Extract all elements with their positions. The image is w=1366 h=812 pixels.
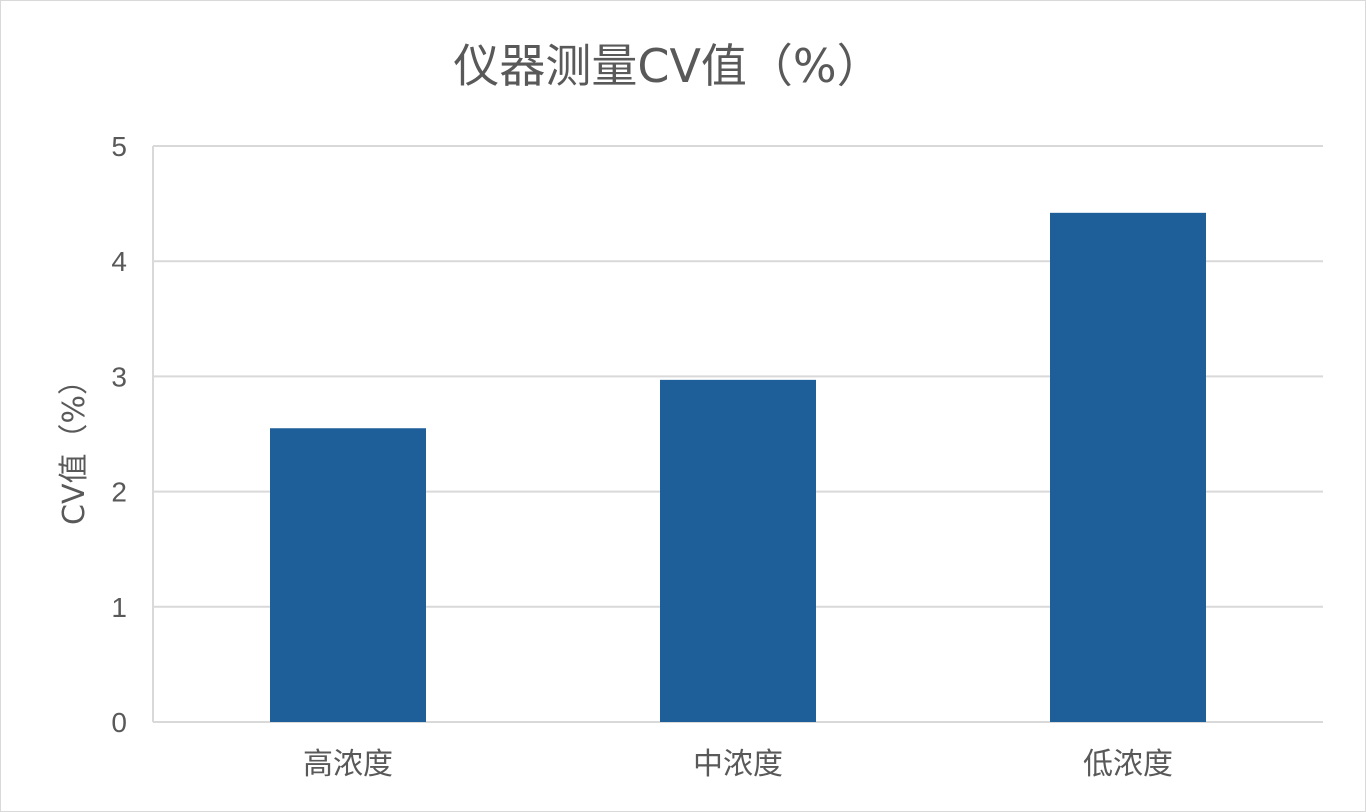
y-axis-ticks: 0 1 2 3 4 5 bbox=[111, 131, 127, 738]
bar-2 bbox=[660, 379, 816, 722]
bar-3 bbox=[1050, 212, 1206, 723]
y-tick-label: 3 bbox=[111, 361, 127, 392]
bars bbox=[270, 212, 1206, 723]
y-axis-label: CV值（%） bbox=[57, 365, 92, 525]
y-tick-label: 2 bbox=[111, 477, 127, 508]
x-axis-ticks: 高浓度 中浓度 低浓度 bbox=[303, 747, 1173, 782]
y-tick-label: 5 bbox=[111, 131, 127, 162]
bar-1 bbox=[270, 428, 426, 722]
x-tick-label: 低浓度 bbox=[1083, 747, 1173, 782]
x-tick-label: 高浓度 bbox=[303, 747, 393, 782]
y-tick-label: 1 bbox=[111, 592, 127, 623]
chart-title: 仪器测量CV值（%） bbox=[453, 39, 882, 93]
y-tick-label: 4 bbox=[111, 246, 127, 277]
y-tick-label: 0 bbox=[111, 707, 127, 738]
x-tick-label: 中浓度 bbox=[693, 747, 783, 782]
